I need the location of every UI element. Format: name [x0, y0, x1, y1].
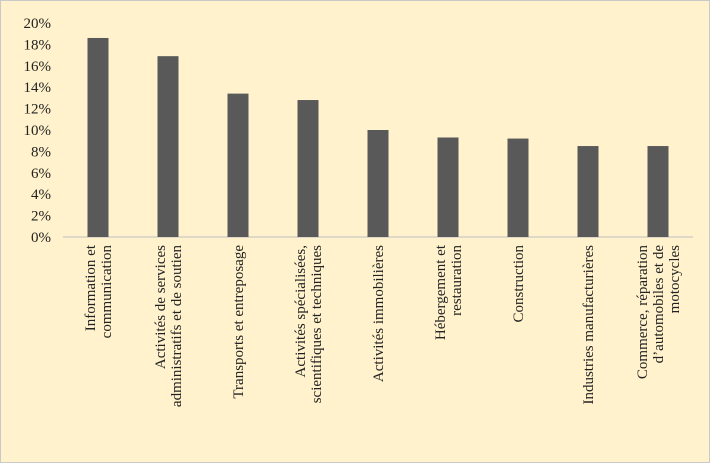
category-label-line: Construction: [511, 245, 527, 323]
category-label-line: Activités spécialisées,: [293, 245, 309, 377]
category-label-line: motocycles: [667, 245, 683, 313]
category-label: Transports et entreposage: [231, 245, 247, 399]
category-label-line: Activités immobilières: [371, 245, 387, 382]
y-tick-label: 16%: [24, 59, 52, 75]
y-tick-label: 0%: [31, 230, 51, 246]
category-label: Activités immobilières: [371, 245, 387, 382]
bar: [577, 146, 599, 237]
y-tick-label: 6%: [31, 166, 51, 182]
category-label: Commerce, réparation d’automobiles et de m…: [635, 245, 683, 380]
bar: [157, 56, 179, 237]
category-label: Information et communication: [83, 244, 115, 338]
bar: [437, 137, 459, 237]
category-label-line: Commerce, réparation: [635, 245, 651, 380]
y-tick-label: 14%: [24, 80, 52, 96]
y-tick-label: 20%: [24, 16, 52, 32]
category-label-line: Hébergement et: [433, 244, 449, 340]
category-label: Construction: [511, 245, 527, 323]
category-label: Activités spécialisées, scientifiques et …: [293, 245, 325, 403]
y-tick-label: 4%: [31, 187, 51, 203]
category-label-line: Activités de services: [153, 245, 169, 369]
category-label-line: administratifs et de soutien: [169, 245, 185, 408]
category-label-line: communication: [99, 245, 115, 339]
category-label: Hébergement et restauration: [433, 244, 465, 340]
y-tick-label: 18%: [24, 37, 52, 53]
y-tick-label: 2%: [31, 209, 51, 225]
y-tick-label: 10%: [24, 123, 52, 139]
bar: [507, 138, 529, 237]
category-label-line: d’automobiles et de: [651, 245, 667, 364]
bar: [367, 130, 389, 237]
category-label-line: restauration: [449, 245, 465, 316]
category-label-line: Transports et entreposage: [231, 245, 247, 399]
category-label-line: scientifiques et techniques: [309, 245, 325, 403]
bar: [647, 146, 669, 237]
category-label: Activités de services administratifs et d…: [153, 245, 185, 408]
category-label-line: Information et: [83, 244, 99, 331]
bar: [297, 100, 319, 237]
y-tick-label: 12%: [24, 102, 52, 118]
category-label-line: Industries manufacturières: [581, 245, 597, 405]
y-tick-label: 8%: [31, 144, 51, 160]
bar: [87, 37, 109, 238]
bar: [227, 93, 249, 238]
category-label: Industries manufacturières: [581, 245, 597, 405]
